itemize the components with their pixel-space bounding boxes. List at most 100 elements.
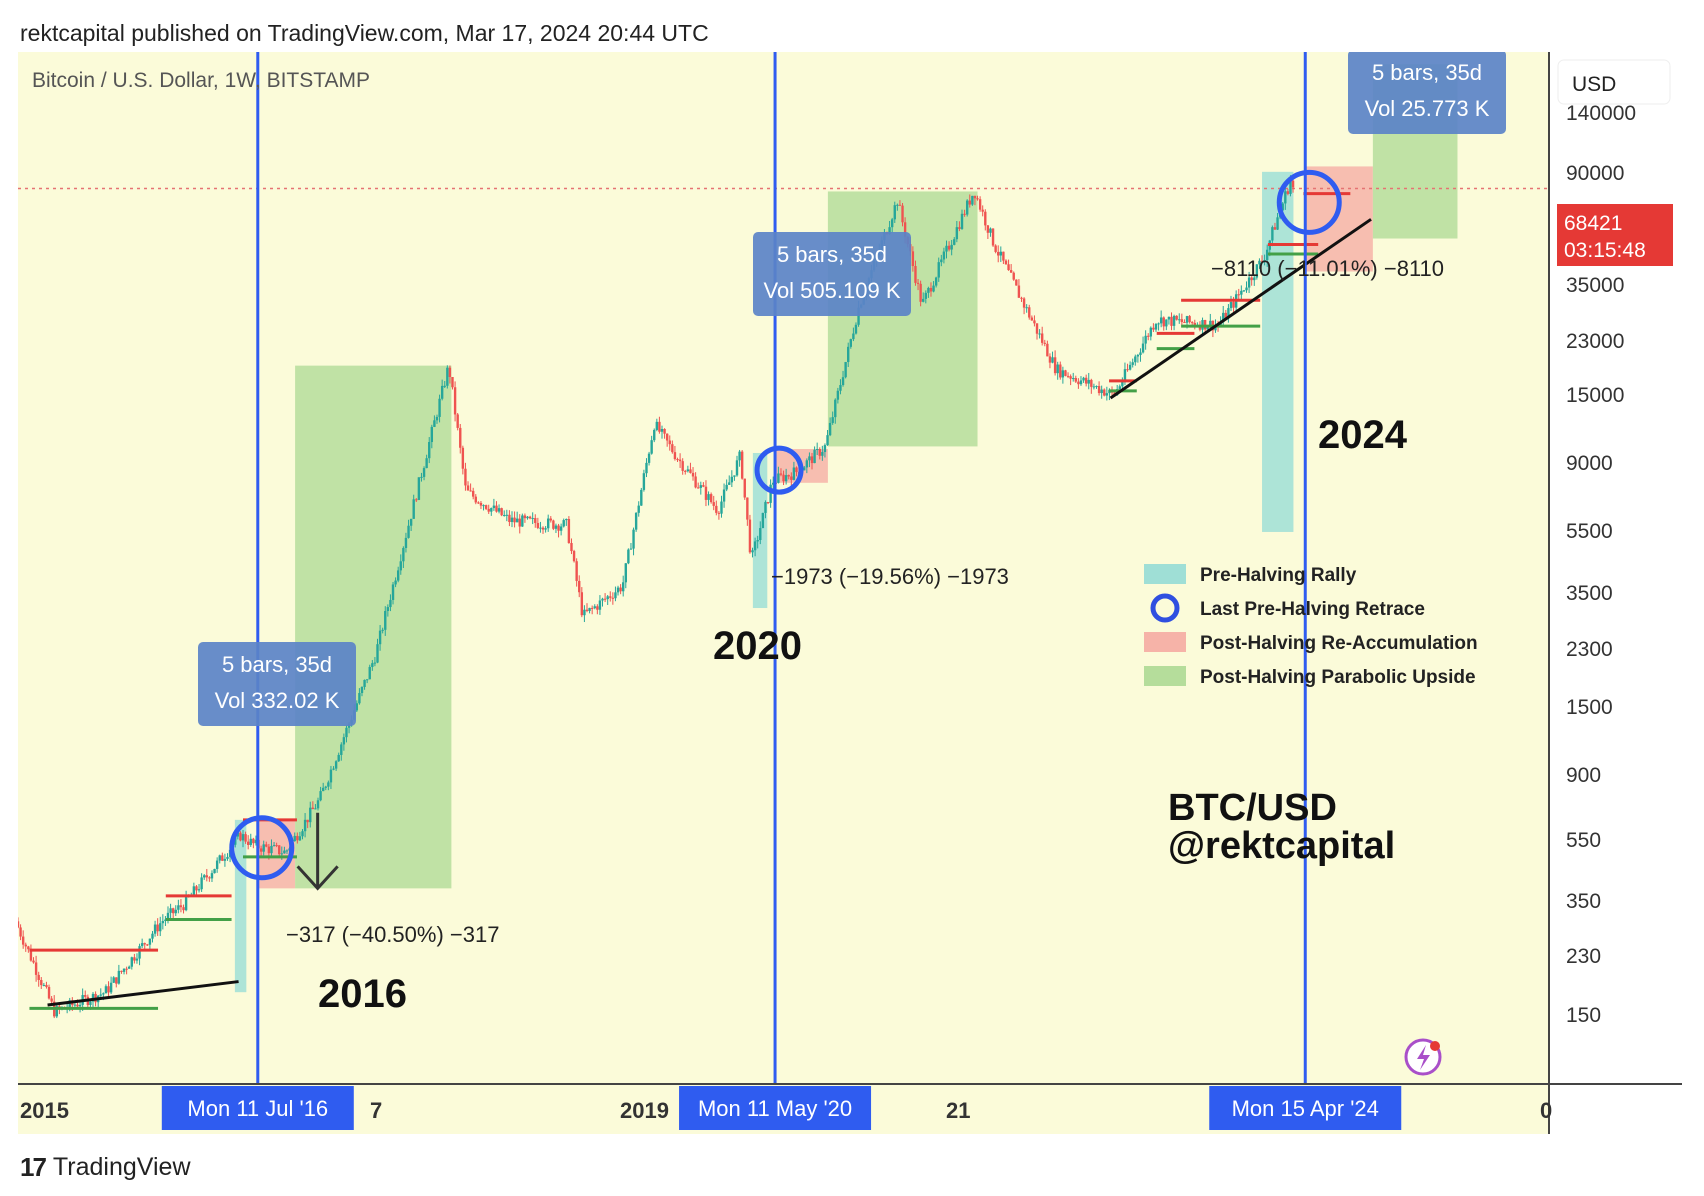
candle — [1136, 353, 1140, 363]
candle — [986, 224, 990, 239]
candle — [1066, 372, 1070, 379]
candle — [650, 435, 653, 455]
candle — [306, 819, 309, 829]
candle — [296, 832, 299, 844]
candle — [246, 835, 250, 850]
candle — [823, 443, 827, 458]
candle — [1273, 222, 1277, 230]
candle — [1131, 358, 1134, 368]
candle — [474, 494, 477, 505]
candle — [177, 899, 180, 914]
candle — [919, 280, 922, 307]
y-tick-label: 5500 — [1566, 520, 1613, 543]
candle — [365, 679, 369, 684]
candle — [1069, 374, 1072, 386]
date-badge: Mon 15 Apr '24 — [1209, 1086, 1402, 1130]
candle — [515, 511, 519, 523]
year-label-2020: 2020 — [713, 624, 802, 668]
candle — [901, 202, 904, 227]
candle — [1004, 259, 1008, 265]
candle — [151, 931, 154, 943]
candle — [1134, 354, 1137, 366]
measure-box: 5 bars, 35d Vol 505.109 K — [753, 232, 911, 316]
candle — [1061, 366, 1065, 384]
candle — [1229, 295, 1233, 311]
candle — [622, 575, 625, 597]
candle — [148, 938, 152, 949]
candle — [963, 209, 966, 217]
candle — [751, 547, 754, 558]
candle — [1072, 372, 1075, 382]
candle — [735, 455, 739, 477]
publish-info: rektcapital published on TradingView.com… — [20, 20, 709, 46]
candle — [16, 917, 20, 929]
candle — [1056, 361, 1059, 380]
candle — [1149, 326, 1153, 341]
candle — [552, 519, 555, 531]
currency-box[interactable] — [1557, 59, 1671, 105]
x-tick-partial: 7 — [370, 1098, 382, 1123]
candle — [140, 938, 144, 948]
candle — [847, 342, 850, 368]
candle — [270, 839, 273, 857]
candle — [826, 429, 829, 446]
candle — [1020, 296, 1023, 302]
candle — [1271, 225, 1274, 247]
candle — [994, 244, 997, 254]
candle — [407, 519, 410, 539]
candle — [518, 514, 521, 534]
candle — [779, 468, 783, 477]
legend-label: Post-Halving Re-Accumulation — [1200, 633, 1478, 654]
candle — [603, 593, 607, 603]
candle — [808, 452, 811, 468]
x-tick-label: 2019 — [620, 1098, 669, 1123]
btc-chart[interactable]: 5 bars, 35d Vol 332.02 K 5 bars, 35d Vol 50… — [16, 50, 1682, 1134]
y-tick-label: 15000 — [1566, 384, 1624, 407]
candle — [112, 976, 115, 984]
candle — [443, 381, 446, 388]
chart-frame[interactable]: 5 bars, 35d Vol 332.02 K 5 bars, 35d Vol 50… — [16, 50, 1682, 1134]
candle — [738, 449, 741, 467]
candle — [1242, 290, 1246, 293]
candle — [456, 412, 459, 431]
lightning-icon[interactable] — [1404, 1038, 1442, 1076]
candle — [640, 487, 643, 506]
candle — [655, 418, 659, 432]
candle — [314, 804, 317, 810]
candle — [562, 518, 565, 528]
candle — [841, 370, 845, 387]
candle — [924, 290, 928, 304]
candle — [402, 546, 405, 568]
candle — [241, 829, 245, 848]
candle — [575, 558, 578, 587]
candle — [815, 442, 819, 456]
candle — [629, 543, 633, 550]
candle — [1245, 281, 1248, 293]
candle — [316, 797, 320, 811]
candle — [115, 977, 118, 988]
candle — [50, 996, 53, 1005]
candle — [947, 241, 951, 252]
candle — [821, 445, 824, 461]
candle — [805, 458, 809, 474]
candle — [632, 527, 635, 556]
candle — [831, 411, 834, 425]
trendline — [1109, 218, 1372, 400]
candle — [156, 918, 159, 936]
candle — [505, 509, 509, 522]
retrace-circle — [754, 445, 804, 495]
candle — [1077, 378, 1080, 389]
candle — [1028, 304, 1031, 320]
candle — [1097, 381, 1101, 396]
candle — [922, 292, 925, 303]
candle — [1237, 288, 1240, 300]
candle — [989, 227, 992, 237]
candle — [428, 437, 431, 464]
candle — [658, 416, 661, 434]
candle — [960, 209, 964, 230]
candle — [394, 577, 397, 588]
candle — [433, 415, 436, 428]
candle — [715, 500, 718, 516]
tradingview-footer[interactable]: 17 TradingView — [20, 1152, 191, 1183]
candle — [104, 984, 108, 994]
